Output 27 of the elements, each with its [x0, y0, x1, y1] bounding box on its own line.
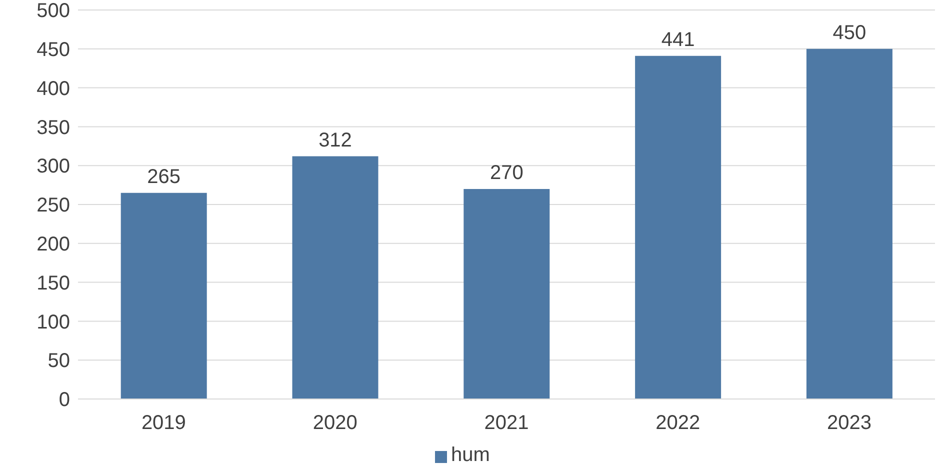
legend-label: hum [451, 444, 490, 466]
x-tick-label: 2019 [141, 412, 186, 434]
y-tick-label: 300 [36, 156, 70, 178]
bar [292, 156, 378, 399]
x-tick-label: 2020 [312, 412, 358, 434]
y-tick-label: 150 [36, 272, 70, 294]
data-label: 312 [318, 129, 352, 152]
y-tick-label: 450 [36, 39, 70, 61]
x-tick-label: 2023 [827, 412, 872, 434]
bar [635, 56, 722, 399]
y-tick-label: 250 [36, 194, 70, 217]
y-tick-label: 100 [36, 311, 70, 334]
bar [120, 192, 207, 399]
data-label: 450 [832, 22, 866, 44]
x-tick-label: 2022 [656, 412, 700, 434]
bar [464, 188, 550, 399]
y-tick-label: 0 [58, 389, 70, 412]
y-tick-label: 350 [36, 116, 70, 139]
data-label: 265 [147, 166, 181, 188]
data-label: 441 [661, 28, 695, 51]
y-tick-label: 400 [36, 78, 70, 100]
y-tick-label: 50 [48, 350, 70, 372]
y-tick-label: 200 [36, 234, 70, 256]
bar [806, 48, 892, 399]
data-label: 270 [490, 162, 524, 184]
y-tick-label: 500 [36, 0, 70, 22]
x-tick-label: 2021 [484, 412, 529, 434]
